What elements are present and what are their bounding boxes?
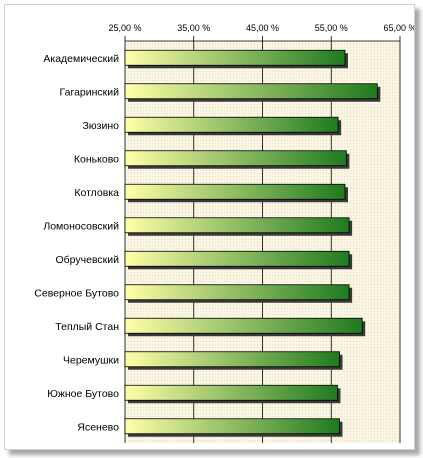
category-label: Теплый Стан (55, 321, 119, 333)
category-label: Ломоносовский (43, 220, 119, 232)
bar (124, 83, 378, 100)
x-tick-label: 45,00 % (246, 23, 279, 33)
category-label: Коньково (74, 153, 119, 165)
bars (124, 49, 381, 437)
x-tick-label: 55,00 % (315, 23, 348, 33)
bar (124, 49, 346, 66)
x-tick-label: 25,00 % (108, 23, 141, 33)
bar (124, 418, 340, 435)
category-label: Котловка (74, 187, 119, 199)
bar (124, 183, 346, 200)
bar (124, 217, 350, 234)
category-label: Гагаринский (60, 86, 120, 98)
bar (124, 351, 340, 368)
category-label: Обручевский (56, 254, 120, 266)
bar (124, 116, 339, 133)
category-label: Черемушки (63, 354, 119, 366)
category-label: Северное Бутово (34, 287, 119, 299)
x-tick-label: 65,00 % (383, 23, 414, 33)
bar (124, 384, 338, 401)
bar (124, 317, 363, 334)
bar-chart: 25,00 % 35,00 % 45,00 % 55,00 % 65,00 % Акад… (34, 23, 417, 443)
category-label: Зюзино (82, 120, 119, 132)
bar (124, 150, 347, 167)
bar (124, 250, 350, 267)
category-label: Южное Бутово (47, 388, 119, 400)
x-axis-tick-labels: 25,00 % 35,00 % 45,00 % 55,00 % 65,00 % (108, 23, 416, 33)
gridlines (124, 36, 401, 443)
chart-frame: 25,00 % 35,00 % 45,00 % 55,00 % 65,00 % Акад… (4, 4, 417, 450)
y-axis-category-labels: Академический Гагаринский Зюзино Коньково Ко… (34, 53, 119, 434)
bar (124, 284, 350, 301)
x-tick-label: 35,00 % (177, 23, 210, 33)
category-label: Академический (43, 53, 119, 65)
category-label: Ясенево (77, 421, 119, 433)
